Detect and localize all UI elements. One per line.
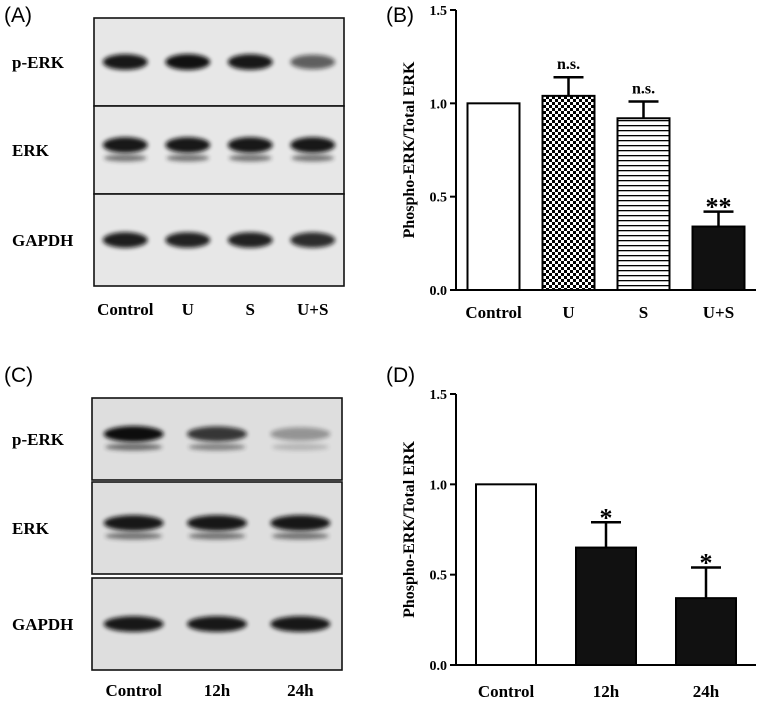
y-tick-label: 1.0 xyxy=(430,97,448,112)
blot-band xyxy=(165,232,211,248)
blot-band xyxy=(271,443,329,451)
blot-band xyxy=(103,616,164,632)
western-blot-a: p-ERK ERK GAPDH Control U S U+S xyxy=(12,17,345,319)
blot-band xyxy=(270,616,331,632)
blot-band xyxy=(228,154,272,162)
significance-label: n.s. xyxy=(632,80,655,97)
blot-band xyxy=(227,54,273,70)
y-axis-label: Phospho-ERK/Total ERK xyxy=(401,441,418,618)
blot-band xyxy=(290,137,336,153)
significance-label: ** xyxy=(706,193,732,222)
lane-label: 12h xyxy=(204,681,231,700)
blot-band xyxy=(105,443,163,451)
blot-row: ERK xyxy=(12,105,345,195)
bar xyxy=(675,597,737,666)
panel-d-label: (D) xyxy=(386,364,415,387)
y-tick-label: 0.0 xyxy=(430,659,448,674)
significance-label: * xyxy=(700,548,713,577)
y-tick-label: 1.5 xyxy=(430,4,448,19)
lane-label: 24h xyxy=(287,681,314,700)
blot-band xyxy=(165,137,211,153)
blot-row-label: GAPDH xyxy=(12,231,73,250)
y-tick-label: 1.0 xyxy=(430,478,448,493)
y-axis-label: Phospho-ERK/Total ERK xyxy=(401,61,418,238)
blot-band xyxy=(187,515,247,531)
category-label: U xyxy=(562,303,574,322)
blot-band xyxy=(105,532,163,540)
blot-row: GAPDH xyxy=(12,193,345,287)
blot-row-label: GAPDH xyxy=(12,615,73,634)
blot-band xyxy=(270,427,331,441)
blot-row: p-ERK xyxy=(12,397,343,481)
blot-band xyxy=(227,232,273,248)
blot-band xyxy=(291,154,335,162)
bar-chart-d: 0.0 0.5 1.0 1.5 Phospho-ERK/Total ERK Control… xyxy=(401,388,756,701)
lane-label: U xyxy=(182,300,194,319)
blot-row-label: ERK xyxy=(12,519,50,538)
blot-band xyxy=(188,532,246,540)
blot-band xyxy=(103,515,164,531)
blot-band xyxy=(102,232,148,248)
bar xyxy=(691,225,746,292)
blot-row: p-ERK xyxy=(12,17,345,107)
y-tick-label: 0.5 xyxy=(430,569,448,584)
blot-band xyxy=(165,54,211,70)
significance-label: n.s. xyxy=(557,56,580,73)
lane-label: Control xyxy=(105,681,162,700)
blot-band xyxy=(271,532,329,540)
blot-band xyxy=(103,154,147,162)
category-label: Control xyxy=(465,303,522,322)
blot-row-label: p-ERK xyxy=(12,53,65,72)
category-label: Control xyxy=(478,682,535,701)
panel-a-label: (A) xyxy=(4,4,32,27)
blot-row: ERK xyxy=(12,481,343,575)
y-tick-label: 0.0 xyxy=(430,284,448,299)
blot-band xyxy=(227,137,273,153)
blot-row-label: p-ERK xyxy=(12,430,65,449)
y-tick-label: 1.5 xyxy=(430,388,448,403)
blot-row-label: ERK xyxy=(12,141,50,160)
lane-label: U+S xyxy=(297,300,328,319)
category-label: S xyxy=(639,303,648,322)
blot-band xyxy=(166,154,210,162)
blot-band xyxy=(103,426,164,442)
blot-band xyxy=(102,137,148,153)
category-label: 12h xyxy=(593,682,620,701)
blot-band xyxy=(102,54,148,70)
y-tick-label: 0.5 xyxy=(430,191,448,206)
significance-label: * xyxy=(600,503,613,532)
blot-band xyxy=(270,515,331,531)
category-label: U+S xyxy=(703,303,734,322)
blot-band xyxy=(187,426,247,442)
lane-label: Control xyxy=(97,300,154,319)
blot-band xyxy=(290,54,336,70)
panel-c-label: (C) xyxy=(4,364,33,387)
bar xyxy=(541,94,596,291)
category-label: 24h xyxy=(693,682,720,701)
bar-chart-b: 0.0 0.5 1.0 1.5 Phospho-ERK/Total ERK Control… xyxy=(401,4,756,322)
blot-band xyxy=(290,232,336,248)
bar xyxy=(616,117,671,292)
lane-label: S xyxy=(246,300,255,319)
panel-b-label: (B) xyxy=(386,4,414,27)
bar xyxy=(466,102,521,292)
western-blot-c: p-ERK ERK GAPDH Control 12h 24h xyxy=(12,397,343,700)
bar xyxy=(575,546,637,666)
bar xyxy=(475,483,537,667)
blot-band xyxy=(188,443,246,451)
blot-row: GAPDH xyxy=(12,577,343,671)
blot-band xyxy=(187,616,247,632)
